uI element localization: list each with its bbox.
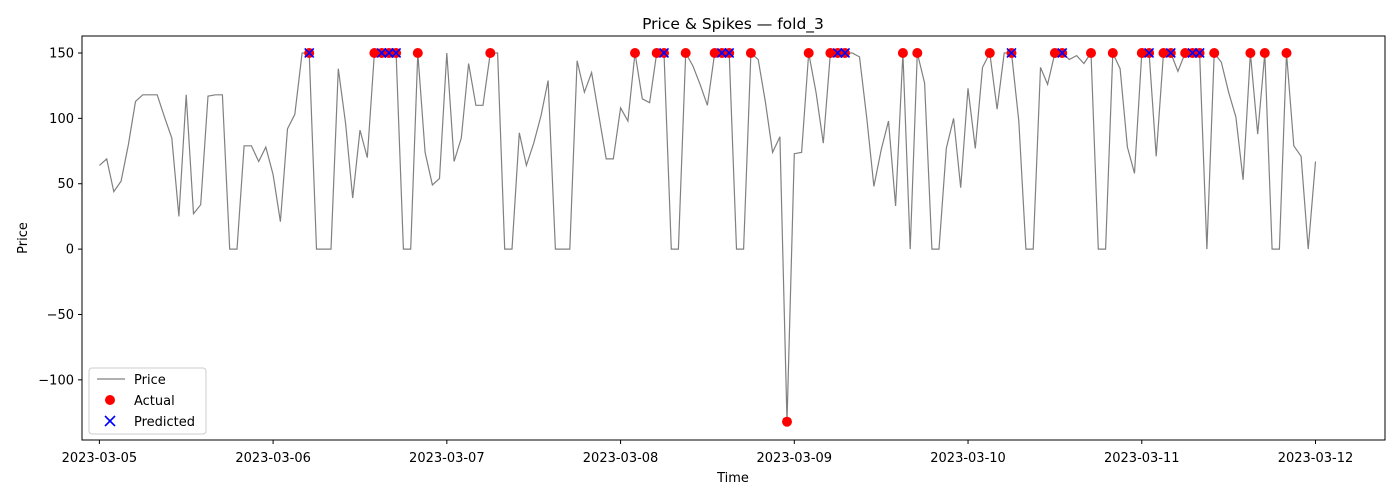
actual-spike-point	[412, 48, 423, 58]
actual-spike-point	[1136, 48, 1147, 58]
chart-title: Price & Spikes — fold_3	[642, 15, 824, 34]
actual-spike-point	[912, 48, 923, 58]
predicted-spike-point	[839, 47, 851, 59]
actual-spike-point	[630, 48, 640, 58]
actual-spike-point	[1086, 48, 1096, 58]
actual-spike-point	[651, 48, 662, 58]
actual-spike-point	[1281, 48, 1292, 58]
x-tick-label: 2023-03-10	[930, 451, 1006, 466]
y-axis-label: Price	[16, 222, 31, 254]
legend-predicted-swatch	[104, 415, 116, 427]
y-tick-label: 100	[49, 112, 74, 127]
actual-spike-point	[1158, 48, 1169, 58]
predicted-spike-point	[1165, 47, 1176, 59]
actual-spike-point	[782, 416, 792, 427]
x-tick-label: 2023-03-06	[235, 451, 311, 466]
actual-spike-point	[369, 48, 380, 58]
plot-frame	[81, 35, 1386, 441]
actual-spike-point	[825, 48, 836, 58]
y-axis-ticks: −100 −50 0 50 100 150	[38, 46, 82, 388]
actual-spike-point	[745, 48, 756, 58]
x-tick-label: 2023-03-05	[62, 451, 138, 466]
actual-spike-point	[1259, 48, 1270, 58]
x-tick-label: 2023-03-07	[409, 451, 485, 466]
x-tick-label: 2023-03-08	[583, 451, 659, 466]
predicted-spike-point	[304, 47, 315, 59]
y-tick-label: −100	[38, 373, 74, 388]
legend-price-label: Price	[134, 373, 166, 388]
x-axis-label: Time	[716, 471, 749, 486]
actual-spike-point	[709, 48, 720, 58]
actual-spike-point	[1209, 48, 1220, 58]
predicted-spike-point	[832, 47, 843, 59]
predicted-spike-point	[724, 47, 735, 59]
predicted-spike-point	[376, 47, 387, 59]
legend-actual-swatch	[105, 395, 115, 405]
predicted-spike-point	[1194, 47, 1205, 59]
actual-spike-point	[1107, 48, 1118, 58]
actual-spike-point	[1245, 48, 1256, 58]
actual-spike-point	[485, 48, 496, 58]
x-tick-label: 2023-03-12	[1278, 451, 1354, 466]
x-tick-label: 2023-03-11	[1104, 451, 1180, 466]
legend-predicted-label: Predicted	[134, 415, 195, 430]
predicted-spike-point	[716, 47, 727, 59]
actual-spike-point	[803, 48, 814, 58]
legend: Price Actual Predicted	[88, 367, 207, 435]
x-axis-ticks: 2023-03-05 2023-03-06 2023-03-07 2023-03-08…	[62, 440, 1354, 466]
actual-spike-point	[897, 48, 908, 58]
x-tick-label: 2023-03-09	[757, 451, 833, 466]
predicted-spike-point	[658, 47, 670, 59]
actual-spike-point	[1049, 48, 1060, 58]
predicted-spike-point	[1144, 47, 1155, 59]
actual-spike-point	[984, 48, 995, 58]
plot-area	[99, 47, 1317, 427]
actual-spike-point	[1180, 48, 1191, 58]
legend-actual-label: Actual	[134, 394, 175, 409]
y-tick-label: 0	[66, 243, 74, 258]
y-tick-label: 150	[49, 46, 74, 61]
predicted-spike-point	[1006, 47, 1017, 59]
legend-box	[88, 367, 207, 435]
y-tick-label: −50	[47, 308, 74, 323]
actual-spike-point	[680, 48, 691, 58]
y-tick-label: 50	[57, 177, 74, 192]
predicted-spike-point	[391, 47, 402, 59]
predicted-spike-point	[1057, 47, 1068, 59]
